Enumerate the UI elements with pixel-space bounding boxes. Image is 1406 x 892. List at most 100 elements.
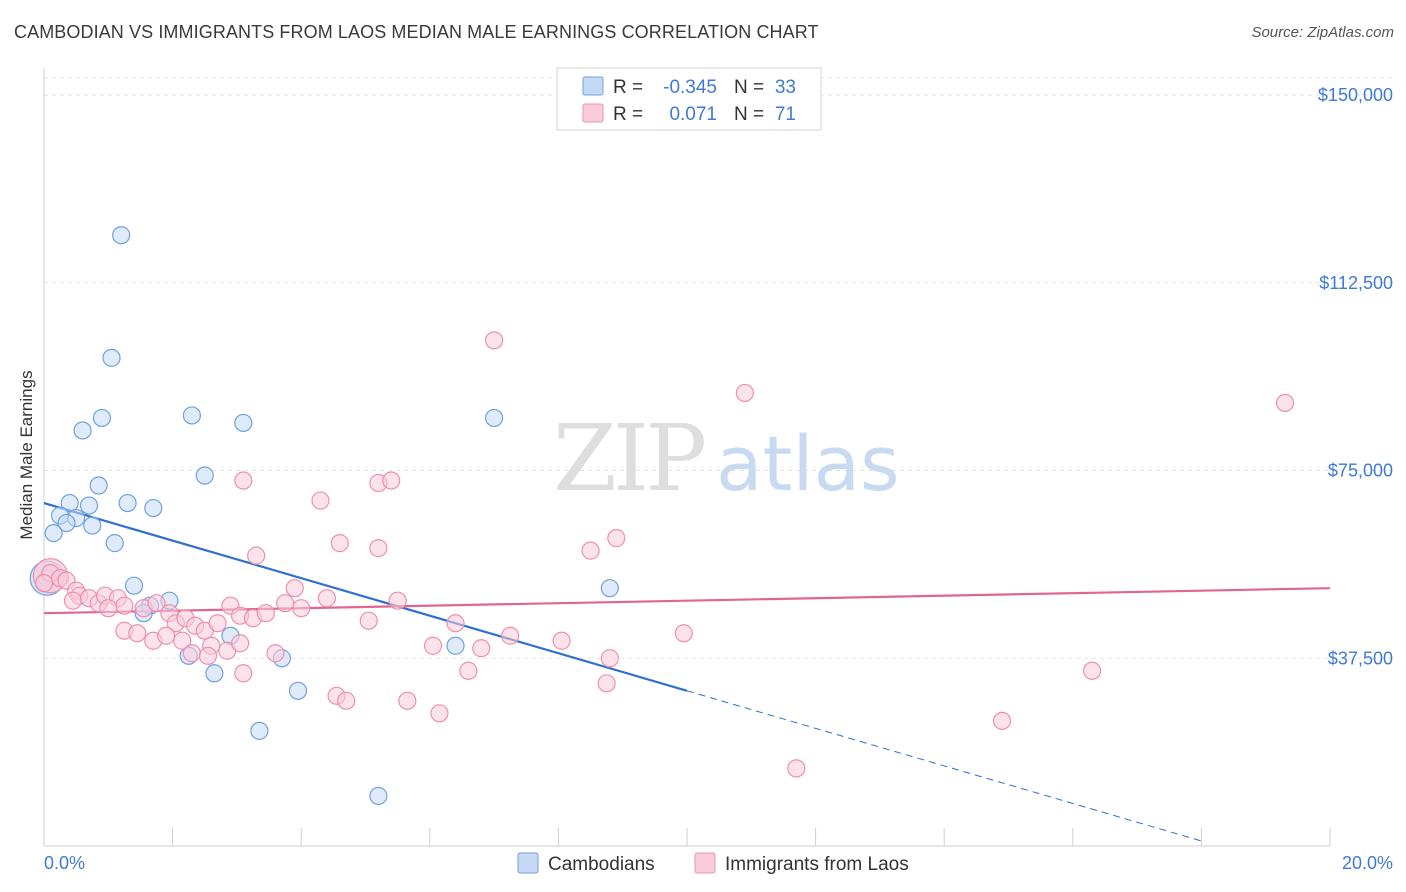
legend-r-label: R =: [613, 77, 643, 98]
data-point: [600, 649, 619, 668]
legend-n-label: N =: [734, 104, 764, 125]
data-point: [115, 596, 134, 615]
data-point: [552, 631, 571, 650]
axes: [43, 68, 1331, 847]
data-point: [597, 674, 616, 693]
series-legend: Cambodians Immigrants from Laos: [517, 852, 909, 875]
data-point: [459, 661, 478, 680]
legend-r-value: 0.071: [669, 104, 717, 125]
data-point: [485, 331, 504, 350]
data-point: [1082, 661, 1102, 680]
trend-extension-0: [686, 690, 1202, 842]
data-point: [266, 644, 285, 663]
legend-swatch: [582, 103, 604, 123]
data-point: [423, 636, 443, 655]
data-point: [430, 704, 449, 723]
data-point: [446, 614, 465, 633]
data-point: [144, 498, 163, 518]
data-point: [60, 493, 79, 513]
chart-title: CAMBODIAN VS IMMIGRANTS FROM LAOS MEDIAN…: [14, 22, 819, 42]
legend-n-value: 33: [775, 77, 796, 98]
data-point: [382, 471, 401, 490]
data-point: [735, 383, 754, 403]
data-point: [79, 496, 99, 515]
legend-r-label: R =: [613, 104, 643, 125]
legend-n-value: 71: [775, 104, 796, 125]
data-point: [234, 471, 253, 490]
data-point: [63, 591, 83, 610]
data-point: [128, 624, 147, 643]
data-point: [581, 541, 600, 560]
data-point: [92, 408, 111, 428]
y-axis-label: Median Male Earnings: [17, 370, 36, 539]
y-tick-label: $37,500: [1328, 648, 1393, 668]
data-point: [992, 711, 1012, 730]
x-tick-label-min: 0.0%: [44, 853, 85, 873]
data-point: [182, 644, 201, 663]
data-point: [276, 594, 295, 613]
data-point: [285, 579, 304, 598]
data-point: [250, 721, 269, 740]
y-tick-label: $150,000: [1318, 85, 1393, 105]
data-point: [234, 664, 253, 683]
data-points: [29, 226, 1295, 806]
data-point: [1275, 393, 1295, 413]
data-point: [198, 646, 218, 665]
y-tick-labels: $150,000 $112,500 $75,000 $37,500: [1318, 85, 1393, 668]
series-legend-swatch: [694, 852, 716, 874]
data-point: [118, 493, 137, 513]
watermark-atlas: atlas: [716, 419, 900, 508]
data-point: [247, 546, 266, 565]
x-tick-label-max: 20.0%: [1342, 853, 1393, 873]
data-point: [102, 348, 121, 367]
data-point: [330, 534, 349, 553]
legend-swatch: [582, 76, 604, 96]
grid-lines: [44, 77, 1395, 659]
watermark-zip: ZIP: [553, 405, 704, 512]
series-legend-label: Cambodians: [548, 854, 655, 875]
data-point: [359, 611, 378, 630]
data-point: [674, 624, 693, 643]
data-point: [182, 406, 201, 425]
y-tick-label: $75,000: [1328, 461, 1393, 481]
data-point: [446, 636, 465, 655]
data-point: [73, 421, 92, 440]
data-point: [311, 491, 330, 510]
data-point: [124, 576, 144, 595]
data-point: [173, 631, 192, 650]
data-point: [234, 413, 253, 433]
data-point: [231, 634, 250, 653]
data-point: [472, 639, 491, 658]
data-point: [388, 591, 407, 610]
data-point: [337, 691, 356, 710]
series-legend-swatch: [517, 852, 539, 874]
data-point: [112, 226, 131, 245]
data-point: [57, 513, 76, 533]
data-point: [501, 626, 520, 645]
data-point: [369, 786, 388, 806]
data-point: [99, 599, 118, 618]
data-point: [369, 539, 388, 558]
data-point: [256, 604, 275, 623]
chart-source: Source: ZipAtlas.com: [1251, 24, 1394, 41]
data-point: [317, 589, 337, 608]
data-point: [600, 579, 619, 598]
y-tick-label: $112,500: [1319, 273, 1393, 293]
data-point: [607, 529, 626, 548]
data-point: [105, 534, 124, 553]
data-point: [205, 664, 224, 683]
data-point: [398, 691, 417, 710]
data-point: [34, 574, 54, 593]
data-point: [208, 614, 227, 633]
series-legend-label: Immigrants from Laos: [725, 854, 909, 875]
data-point: [147, 594, 166, 613]
stats-legend: R = -0.345 N = 33 R = 0.071 N = 71: [556, 67, 822, 131]
data-point: [195, 466, 214, 485]
data-point: [485, 408, 504, 428]
data-point: [292, 599, 311, 618]
x-tick-labels: 0.0% 20.0%: [44, 853, 1393, 873]
legend-r-value: -0.345: [663, 77, 717, 98]
data-point: [787, 759, 806, 778]
legend-n-label: N =: [734, 77, 764, 98]
data-point: [44, 523, 63, 543]
